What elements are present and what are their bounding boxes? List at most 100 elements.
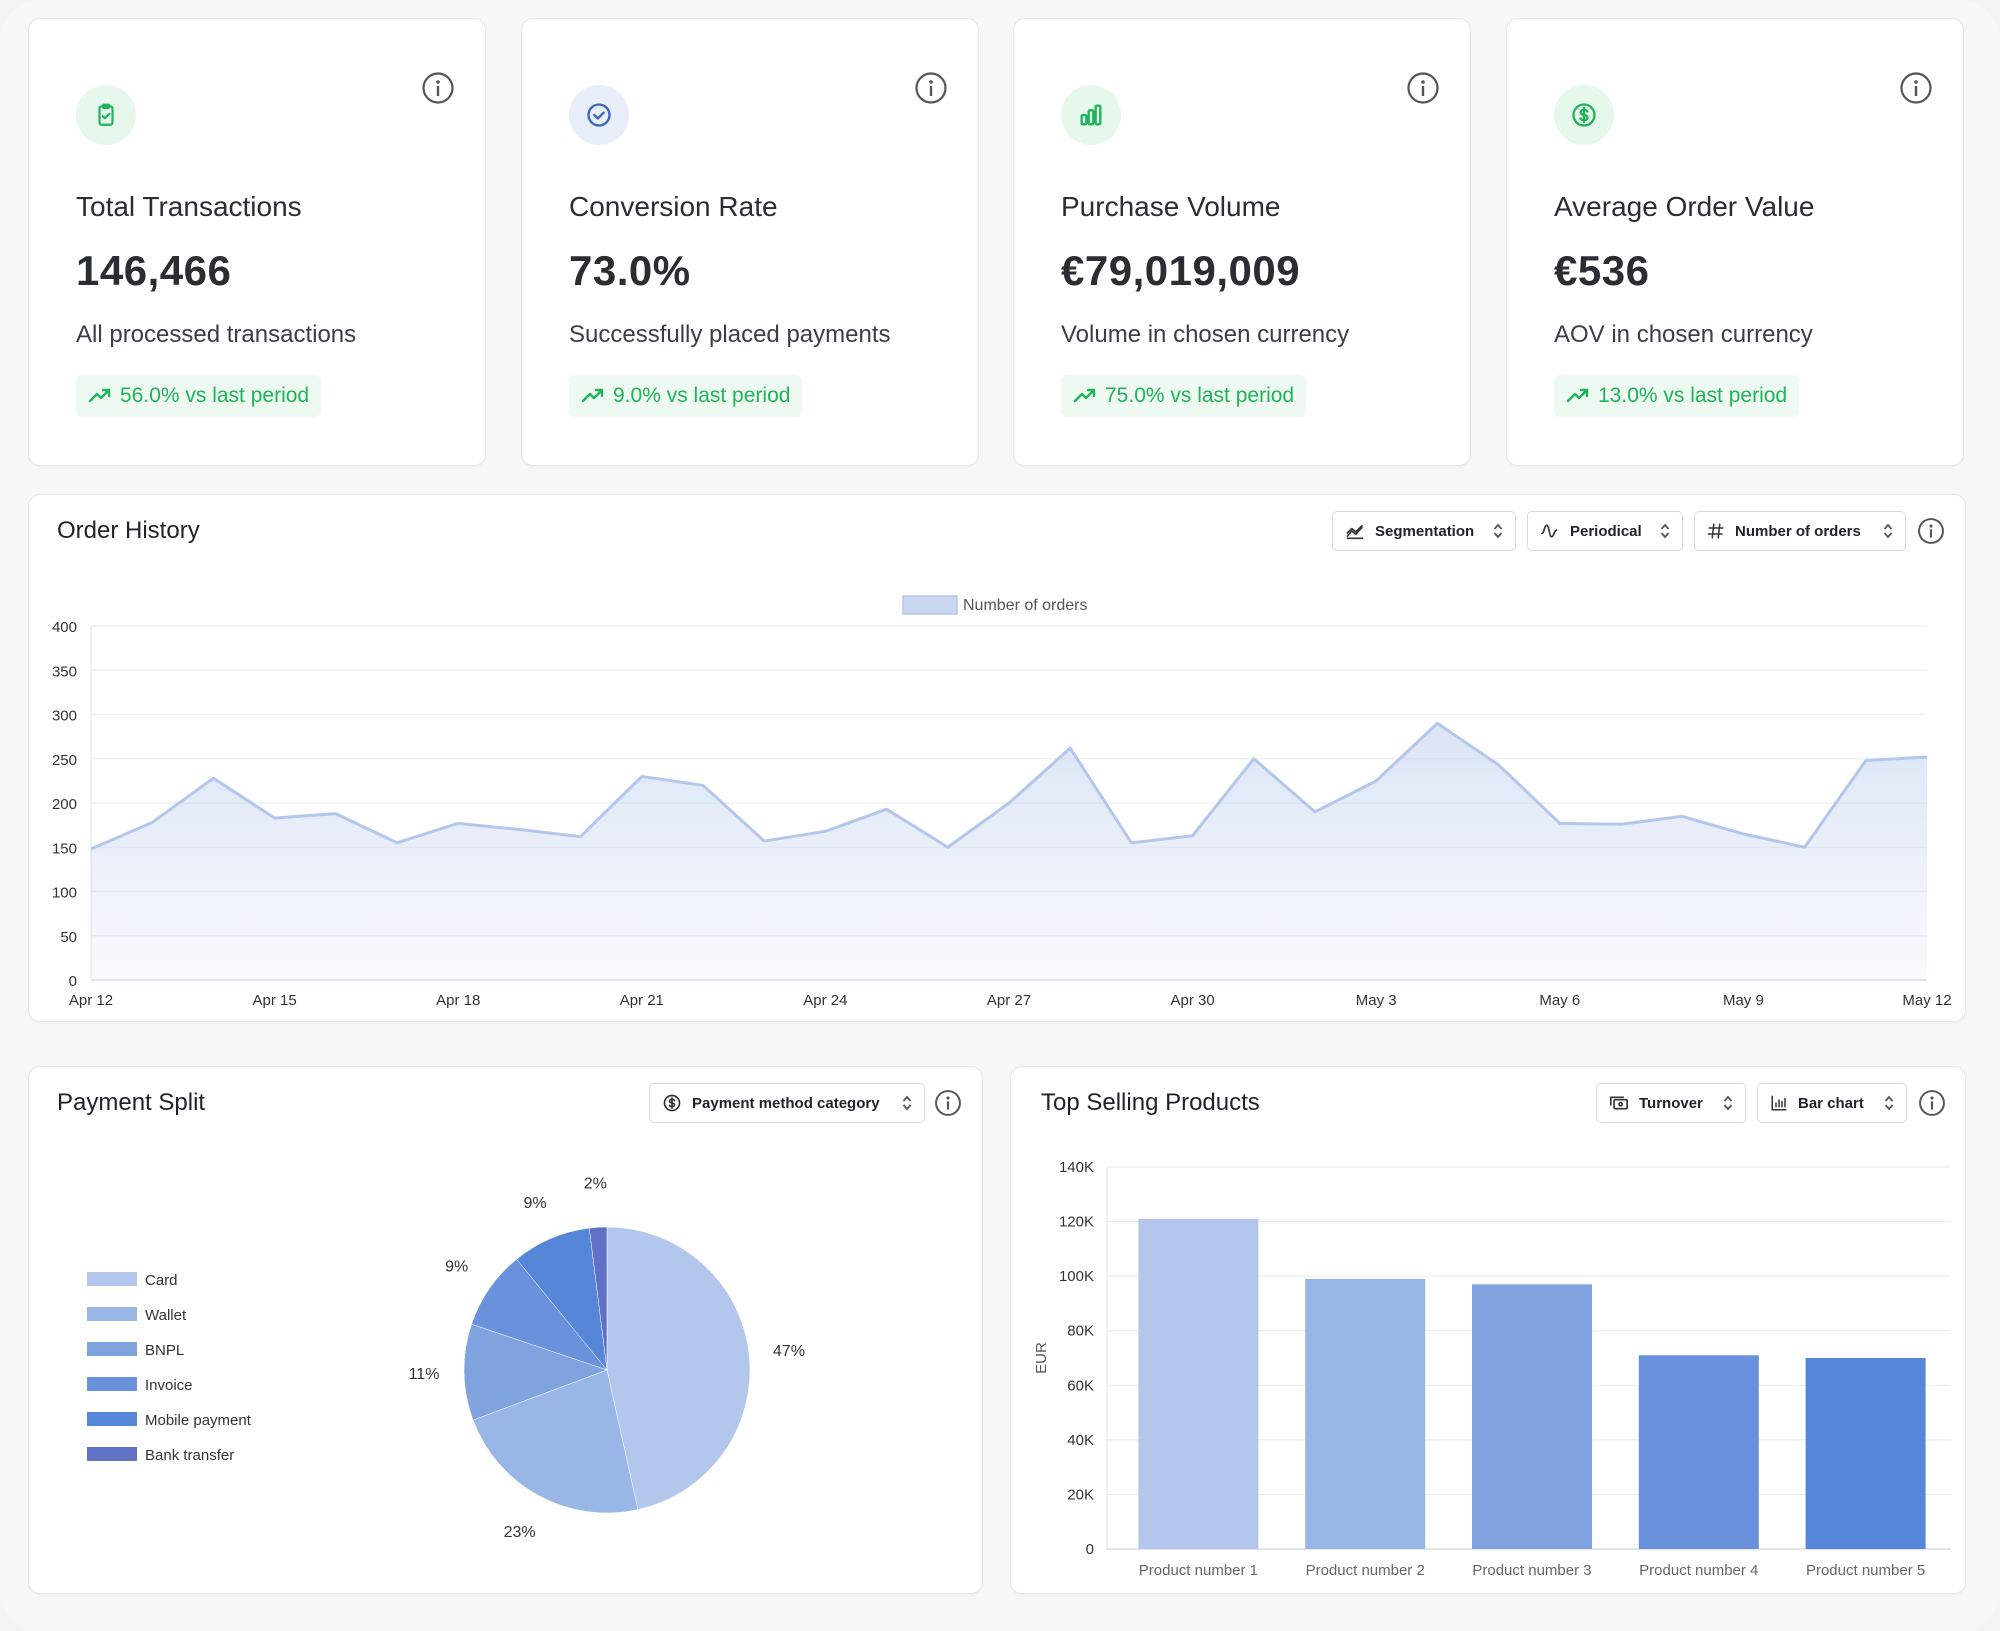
chevron-up-down-icon — [902, 1095, 912, 1111]
info-icon[interactable] — [1918, 1089, 1946, 1122]
trend-text: 9.0% vs last period — [613, 384, 791, 407]
x-tick-label: Apr 15 — [252, 992, 296, 1009]
pie-slice[interactable] — [606, 1226, 751, 1510]
kpi-subtitle: AOV in chosen currency — [1554, 321, 1813, 348]
data-point[interactable] — [393, 839, 401, 847]
segmentation-select[interactable]: Segmentation — [1332, 511, 1516, 551]
x-tick-label: May 6 — [1539, 992, 1580, 1009]
data-point[interactable] — [1005, 799, 1013, 807]
slice-label: 2% — [584, 1175, 607, 1192]
data-point[interactable] — [1923, 753, 1931, 761]
slice-label: 47% — [773, 1343, 805, 1360]
y-tick-label: 120K — [1059, 1214, 1094, 1231]
kpi-card-total-transactions: Total Transactions 146,466 All processed… — [28, 18, 486, 466]
bar[interactable] — [1138, 1218, 1259, 1549]
data-point[interactable] — [1556, 819, 1564, 827]
info-icon[interactable] — [421, 71, 455, 110]
check-circle-icon — [569, 85, 629, 145]
legend-label: BNPL — [145, 1342, 184, 1359]
order-history-chart: Number of orders 0 50 100 150 200 250 300 350 40… — [52, 595, 1952, 1009]
x-tick-label: May 3 — [1356, 992, 1397, 1009]
y-tick-label: 140K — [1059, 1159, 1094, 1176]
trend-text: 75.0% vs last period — [1105, 384, 1295, 407]
pie-slice[interactable] — [516, 1227, 608, 1371]
y-tick-label: 100 — [52, 885, 77, 902]
data-point[interactable] — [271, 814, 279, 822]
data-point[interactable] — [1739, 830, 1747, 838]
info-icon[interactable] — [934, 1089, 962, 1122]
bar[interactable] — [1305, 1278, 1426, 1549]
bar-chart-icon — [1771, 1095, 1787, 1111]
payment-method-category-label: Payment method category — [692, 1094, 880, 1112]
data-point[interactable] — [209, 774, 217, 782]
data-point[interactable] — [944, 843, 952, 851]
slice-label: 9% — [523, 1195, 546, 1212]
data-point[interactable] — [760, 837, 768, 845]
data-point[interactable] — [1066, 744, 1074, 752]
data-point[interactable] — [1678, 812, 1686, 820]
order-history-title: Order History — [57, 517, 200, 544]
data-point[interactable] — [1127, 839, 1135, 847]
data-point[interactable] — [515, 826, 523, 834]
kpi-value: €536 — [1554, 247, 1650, 294]
x-tick-label: Product number 4 — [1639, 1562, 1758, 1579]
trend-up-icon — [1566, 388, 1589, 403]
data-point[interactable] — [1801, 843, 1809, 851]
data-point[interactable] — [1617, 820, 1625, 828]
turnover-select[interactable]: Turnover — [1596, 1083, 1746, 1123]
legend-swatch — [87, 1272, 137, 1286]
data-point[interactable] — [1495, 761, 1503, 769]
bar[interactable] — [1805, 1358, 1926, 1549]
kpi-subtitle: Successfully placed payments — [569, 321, 891, 348]
pie-slice[interactable] — [463, 1323, 608, 1421]
data-point[interactable] — [1250, 755, 1258, 763]
y-tick-label: 250 — [52, 752, 77, 769]
data-point[interactable] — [1311, 808, 1319, 816]
info-icon[interactable] — [1406, 71, 1440, 110]
y-axis-label: EUR — [1033, 1342, 1050, 1374]
data-point[interactable] — [821, 827, 829, 835]
data-point[interactable] — [1862, 757, 1870, 765]
data-point[interactable] — [577, 833, 585, 841]
pie-slice[interactable] — [588, 1226, 608, 1371]
legend-label: Mobile payment — [145, 1412, 252, 1429]
area-fill — [91, 723, 1927, 980]
turnover-label: Turnover — [1639, 1094, 1703, 1112]
x-tick-label: May 12 — [1902, 992, 1951, 1009]
top-products-card: Top Selling Products Turnover Bar chart … — [1010, 1066, 1966, 1594]
chart-type-label: Bar chart — [1798, 1094, 1864, 1112]
metric-select[interactable]: Number of orders — [1694, 511, 1906, 551]
data-point[interactable] — [454, 819, 462, 827]
x-tick-label: Product number 1 — [1139, 1562, 1258, 1579]
kpi-card-average-order-value: Average Order Value €536 AOV in chosen c… — [1506, 18, 1964, 466]
data-point[interactable] — [883, 805, 891, 813]
info-icon[interactable] — [1899, 71, 1933, 110]
data-point[interactable] — [699, 781, 707, 789]
info-icon[interactable] — [1917, 517, 1945, 550]
legend-swatch — [87, 1377, 137, 1391]
trend-text: 13.0% vs last period — [1598, 384, 1788, 407]
order-history-card: Order History Segmentation Periodical Nu… — [28, 494, 1966, 1022]
pie-slice[interactable] — [472, 1369, 639, 1514]
data-point[interactable] — [638, 772, 646, 780]
dollar-circle-icon — [663, 1094, 681, 1112]
y-tick-label: 350 — [52, 663, 77, 680]
data-point[interactable] — [87, 845, 95, 853]
data-point[interactable] — [1189, 832, 1197, 840]
data-point[interactable] — [1433, 719, 1441, 727]
slice-label: 9% — [445, 1259, 468, 1276]
cash-icon — [1610, 1096, 1628, 1110]
pie-slice[interactable] — [471, 1258, 608, 1371]
payment-method-category-select[interactable]: Payment method category — [649, 1083, 925, 1123]
bar[interactable] — [1638, 1355, 1759, 1549]
data-point[interactable] — [148, 818, 156, 826]
chart-type-select[interactable]: Bar chart — [1757, 1083, 1907, 1123]
data-point[interactable] — [1372, 777, 1380, 785]
data-point[interactable] — [332, 810, 340, 818]
metric-label: Number of orders — [1735, 522, 1861, 540]
bar[interactable] — [1472, 1284, 1592, 1549]
kpi-card-purchase-volume: Purchase Volume €79,019,009 Volume in ch… — [1013, 18, 1471, 466]
info-icon[interactable] — [914, 71, 948, 110]
periodical-select[interactable]: Periodical — [1527, 511, 1683, 551]
